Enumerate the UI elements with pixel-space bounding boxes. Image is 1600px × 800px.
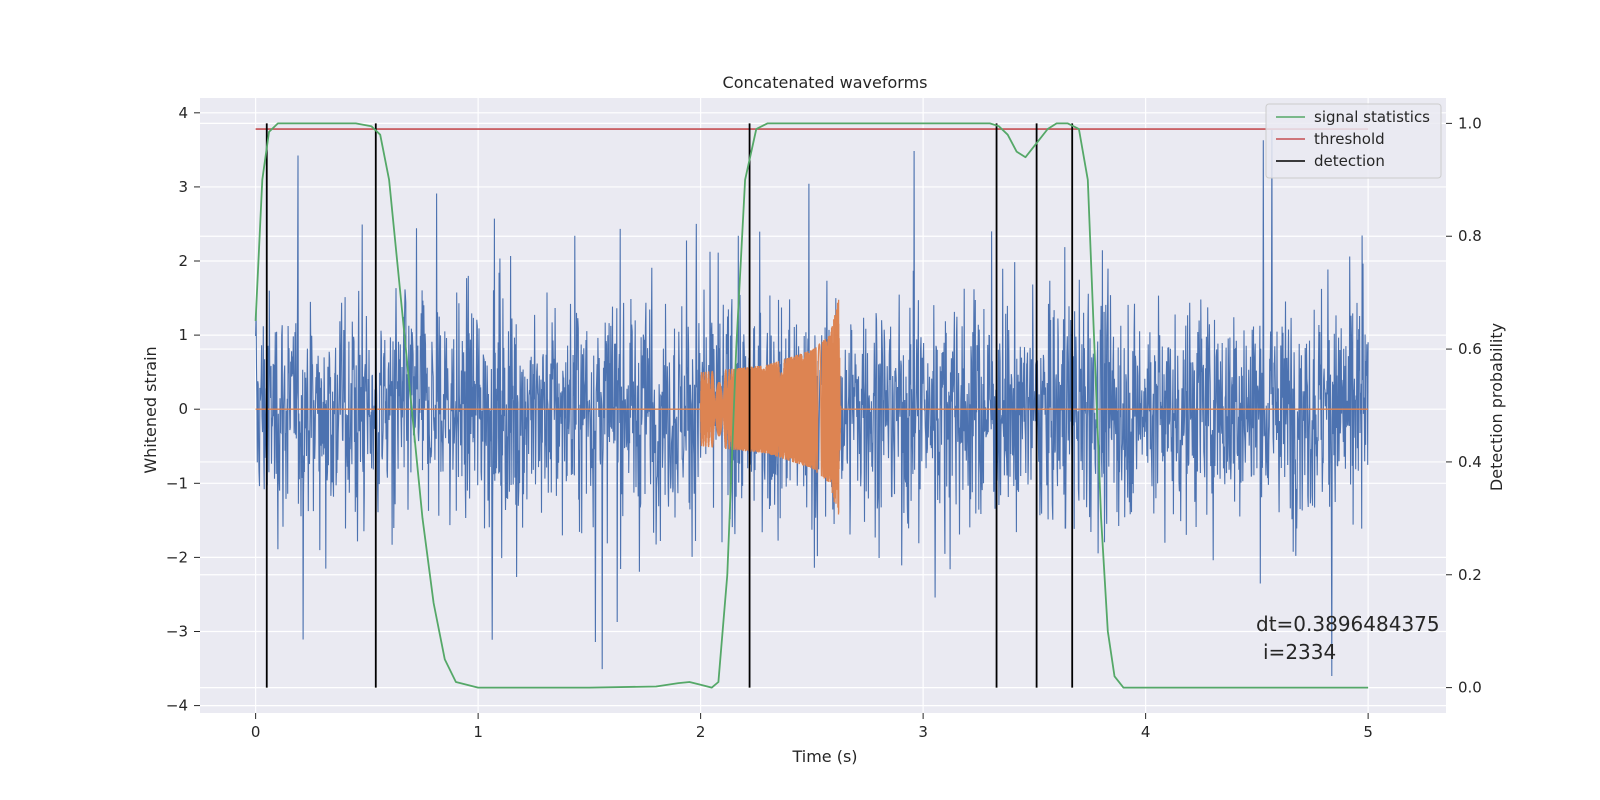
y-tick-label: −1	[166, 474, 188, 492]
chart-title: Concatenated waveforms	[723, 73, 928, 92]
y-tick-label: −2	[166, 548, 188, 566]
y-tick-label: 2	[178, 252, 188, 270]
legend-label-signal-statistics: signal statistics	[1314, 108, 1430, 126]
y-tick-label: 4	[178, 104, 188, 122]
x-tick-label: 3	[918, 723, 928, 741]
legend-label-threshold: threshold	[1314, 130, 1385, 148]
x-tick-label: 0	[251, 723, 261, 741]
signal-statistics-line	[254, 122, 1369, 689]
chirp-waveform-line	[255, 299, 1369, 515]
y-tick-label: −4	[166, 697, 188, 715]
x-tick-label: 2	[696, 723, 706, 741]
y2-tick-label: 0.2	[1458, 566, 1482, 584]
x-axis-label: Time (s)	[791, 747, 857, 766]
legend-label-detection: detection	[1314, 152, 1385, 170]
series-layer	[254, 122, 1369, 689]
legend-frame	[1265, 103, 1442, 179]
x-tick-label: 5	[1363, 723, 1373, 741]
y2-axis-label: Detection probability	[1487, 323, 1506, 491]
y-tick-label: 3	[178, 178, 188, 196]
x-tick-label: 1	[473, 723, 483, 741]
annotation-dt: dt=0.3896484375	[1256, 612, 1440, 636]
x-tick-label: 4	[1141, 723, 1151, 741]
y-tick-label: 1	[178, 326, 188, 344]
y2-tick-label: 0.4	[1458, 453, 1482, 471]
strain-noise-line	[255, 129, 1369, 677]
legend: signal statistics threshold detection	[1265, 103, 1442, 179]
annotation-i: i=2334	[1263, 640, 1336, 664]
y2-tick-label: 0.6	[1458, 340, 1482, 358]
y-tick-label: −3	[166, 622, 188, 640]
y2-tick-label: 0.8	[1458, 227, 1482, 245]
y-tick-label: 0	[178, 400, 188, 418]
y2-tick-label: 1.0	[1458, 114, 1482, 132]
y2-tick-label: 0.0	[1458, 679, 1482, 697]
axes: 0 1 2 3 4 5 4 3 2 1 0 −1 −2 −3 −4 1.0 0.8 0.6 0.4 0.2 0.0	[166, 104, 1482, 741]
y-axis-label: Whitened strain	[141, 346, 160, 473]
